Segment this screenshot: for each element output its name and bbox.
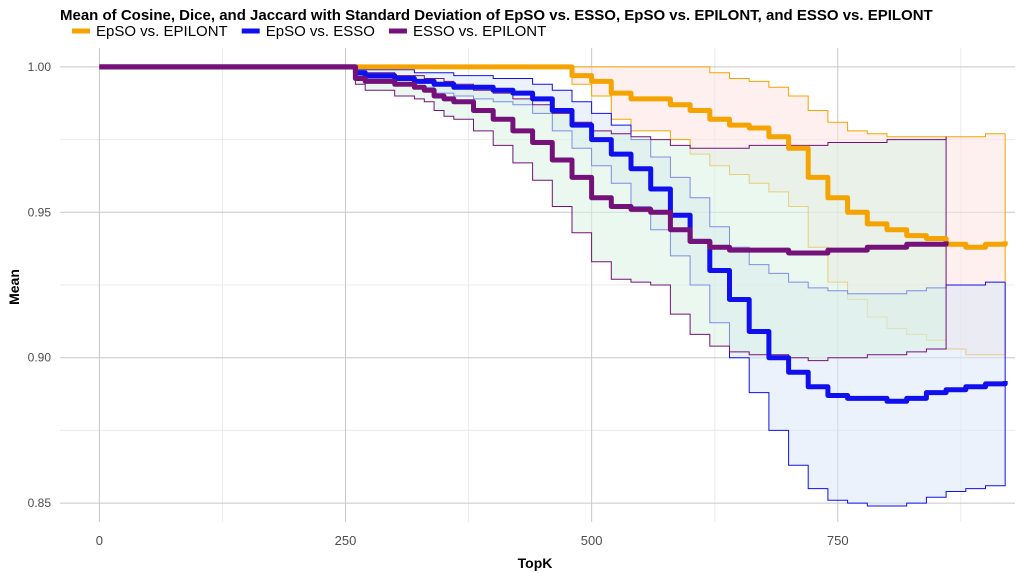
x-tick-label: 250 xyxy=(335,533,357,548)
series-lines xyxy=(99,64,1008,404)
legend: EpSO vs. EPILONT EpSO vs. ESSO ESSO vs. EP… xyxy=(72,23,546,40)
deviation-band-1 xyxy=(99,66,1006,507)
deviation-bands xyxy=(99,66,1006,507)
y-axis-ticks: 0.85 0.90 0.95 1.00 xyxy=(28,60,52,510)
y-tick-label: 1.00 xyxy=(28,60,52,74)
mean-line-1 xyxy=(99,64,1008,404)
x-axis-ticks: 0 250 500 750 xyxy=(96,533,849,548)
y-tick-label: 0.90 xyxy=(28,351,52,365)
x-tick-label: 500 xyxy=(581,533,603,548)
x-axis-title: TopK xyxy=(518,555,553,571)
y-tick-label: 0.85 xyxy=(28,496,52,510)
y-axis-title: Mean xyxy=(6,269,22,305)
legend-item-1: EpSO vs. ESSO xyxy=(241,23,375,40)
deviation-band-2 xyxy=(99,66,947,361)
legend-item-2: ESSO vs. EPILONT xyxy=(388,23,546,40)
mean-line-0 xyxy=(99,64,1008,250)
lower-bound-line-2 xyxy=(99,66,947,362)
legend-item-0: EpSO vs. EPILONT xyxy=(72,23,228,40)
x-tick-label: 750 xyxy=(827,533,849,548)
chart-title: Mean of Cosine, Dice, and Jaccard with S… xyxy=(60,7,933,24)
y-tick-label: 0.95 xyxy=(28,205,52,219)
legend-label: ESSO vs. EPILONT xyxy=(413,23,546,40)
mean-line-2 xyxy=(99,64,949,256)
legend-label: EpSO vs. EPILONT xyxy=(96,23,228,40)
legend-label: EpSO vs. ESSO xyxy=(266,23,375,40)
x-tick-label: 0 xyxy=(96,533,103,548)
